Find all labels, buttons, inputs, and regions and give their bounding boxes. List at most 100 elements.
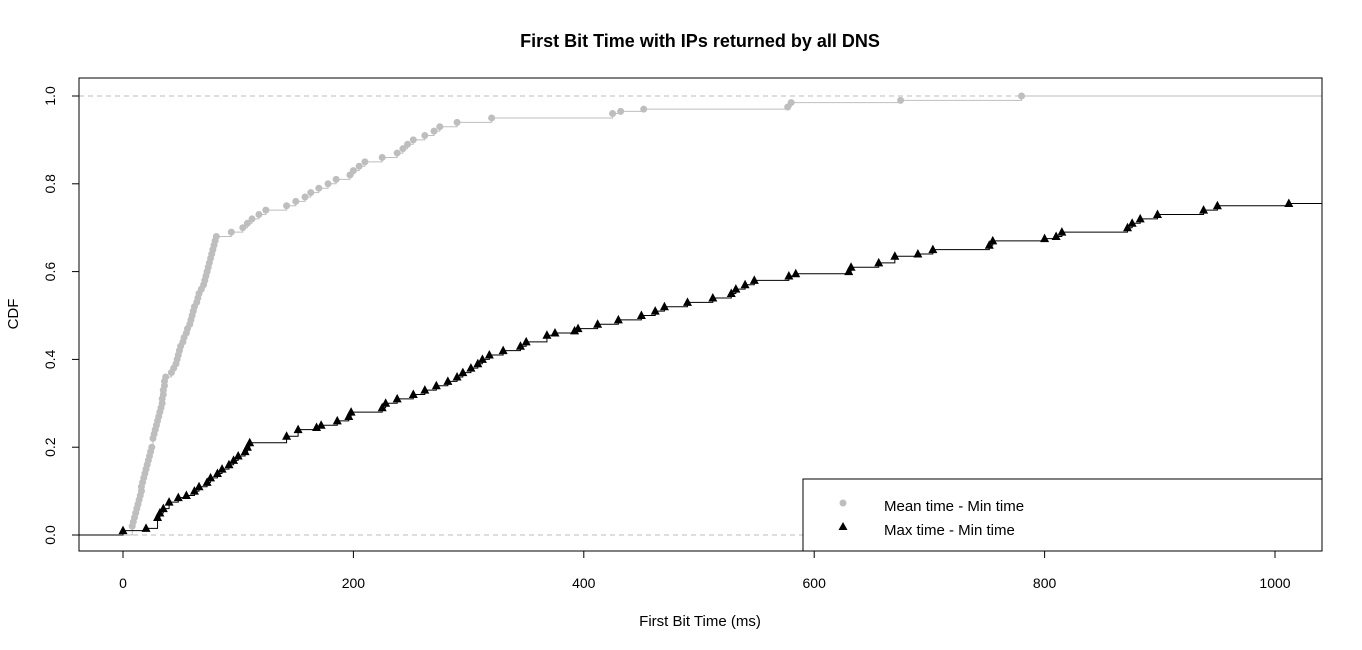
data-point-circle: [404, 140, 412, 148]
x-tick-label: 800: [1033, 575, 1057, 591]
data-point-circle: [355, 162, 363, 170]
x-axis-label: First Bit Time (ms): [639, 613, 761, 630]
data-point-triangle: [1123, 222, 1133, 232]
data-point-triangle: [890, 251, 900, 260]
data-point-triangle: [431, 380, 441, 390]
data-point-triangle: [181, 490, 191, 499]
data-point-triangle: [570, 325, 580, 335]
data-point-triangle: [515, 341, 525, 350]
data-point-triangle: [846, 262, 856, 271]
data-point-triangle: [164, 497, 174, 506]
data-point-triangle: [420, 385, 430, 394]
data-point-triangle: [1040, 233, 1050, 243]
data-point-triangle: [344, 411, 354, 420]
data-point-circle: [897, 96, 905, 104]
data-point-circle: [248, 215, 256, 223]
data-point-triangle: [443, 376, 453, 385]
y-tick-label: 0.4: [42, 349, 58, 369]
data-point-triangle: [224, 459, 234, 469]
data-point-triangle: [392, 393, 402, 403]
x-tick-label: 0: [119, 575, 127, 591]
data-point-triangle: [708, 292, 718, 302]
data-point-triangle: [731, 284, 741, 293]
legend-label-max: Max time - Min time: [884, 522, 1015, 539]
data-point-circle: [361, 158, 369, 166]
data-point-triangle: [158, 503, 168, 513]
x-tick-label: 400: [572, 575, 596, 591]
data-point-triangle: [984, 240, 994, 249]
data-point-circle: [349, 167, 357, 175]
data-point-triangle: [141, 523, 151, 532]
data-point-triangle: [206, 472, 216, 482]
data-point-triangle: [189, 486, 199, 495]
data-point-circle: [399, 145, 407, 153]
legend: Mean time - Min time Max time - Min time: [802, 478, 1323, 552]
data-point-circle: [436, 123, 444, 131]
data-point-triangle: [636, 310, 646, 319]
data-point-triangle: [521, 336, 531, 346]
data-point-circle: [262, 206, 270, 214]
data-point-triangle: [650, 306, 660, 315]
data-point-triangle: [498, 345, 508, 355]
data-point-triangle: [726, 288, 736, 298]
data-point-triangle: [913, 249, 923, 258]
data-point-triangle: [240, 446, 250, 456]
data-point-triangle: [1212, 200, 1222, 210]
y-axis-label: CDF: [5, 299, 22, 330]
data-point-triangle: [118, 525, 128, 535]
data-point-circle: [378, 153, 386, 161]
data-point-circle: [430, 127, 438, 135]
y-axis: 0.0 0.2 0.4 0.6 0.8 1.0: [42, 86, 80, 545]
data-point-triangle: [550, 328, 560, 337]
data-point-circle: [324, 180, 332, 188]
data-point-triangle: [1051, 231, 1061, 240]
data-point-triangle: [473, 358, 483, 368]
data-point-triangle: [1284, 198, 1294, 208]
data-point-triangle: [452, 371, 462, 381]
data-point-circle: [227, 228, 235, 236]
data-point-circle: [332, 175, 340, 183]
y-tick-label: 0.8: [42, 174, 58, 194]
data-point-triangle: [988, 235, 998, 245]
data-point-triangle: [212, 468, 222, 478]
data-point-triangle: [928, 244, 938, 254]
y-tick-label: 0.6: [42, 262, 58, 282]
data-point-circle: [148, 443, 156, 451]
data-point-triangle: [613, 314, 623, 324]
data-point-triangle: [484, 350, 494, 359]
data-point-triangle: [573, 323, 583, 333]
x-tick-label: 1000: [1259, 575, 1290, 591]
data-point-triangle: [458, 367, 468, 377]
data-point-triangle: [466, 363, 476, 372]
data-point-triangle: [1127, 218, 1137, 227]
data-point-circle: [283, 202, 291, 210]
data-point-triangle: [229, 455, 239, 464]
data-point-triangle: [784, 270, 794, 280]
data-point-circle: [307, 189, 315, 197]
data-point-triangle: [245, 437, 255, 447]
data-point-circle: [239, 224, 247, 232]
data-point-triangle: [1199, 205, 1209, 214]
y-tick-label: 0.0: [42, 525, 58, 545]
data-point-triangle: [593, 319, 603, 328]
data-point-triangle: [312, 422, 322, 431]
data-point-triangle: [282, 431, 292, 440]
data-point-triangle: [659, 301, 669, 311]
data-point-triangle: [542, 330, 552, 339]
data-point-triangle: [874, 257, 884, 267]
x-tick-label: 200: [342, 575, 366, 591]
data-point-triangle: [173, 492, 183, 502]
x-tick-label: 600: [803, 575, 827, 591]
data-point-triangle: [217, 464, 227, 473]
data-point-triangle: [381, 398, 391, 407]
data-point-triangle: [791, 268, 801, 278]
chart-title: First Bit Time with IPs returned by all …: [520, 31, 880, 51]
data-point-circle: [1018, 92, 1026, 100]
data-point-circle: [255, 211, 263, 219]
data-point-triangle: [377, 402, 387, 412]
legend-marker-triangle: [838, 522, 848, 530]
data-point-triangle: [233, 450, 243, 460]
data-point-triangle: [844, 266, 854, 276]
y-tick-label: 1.0: [42, 86, 58, 106]
